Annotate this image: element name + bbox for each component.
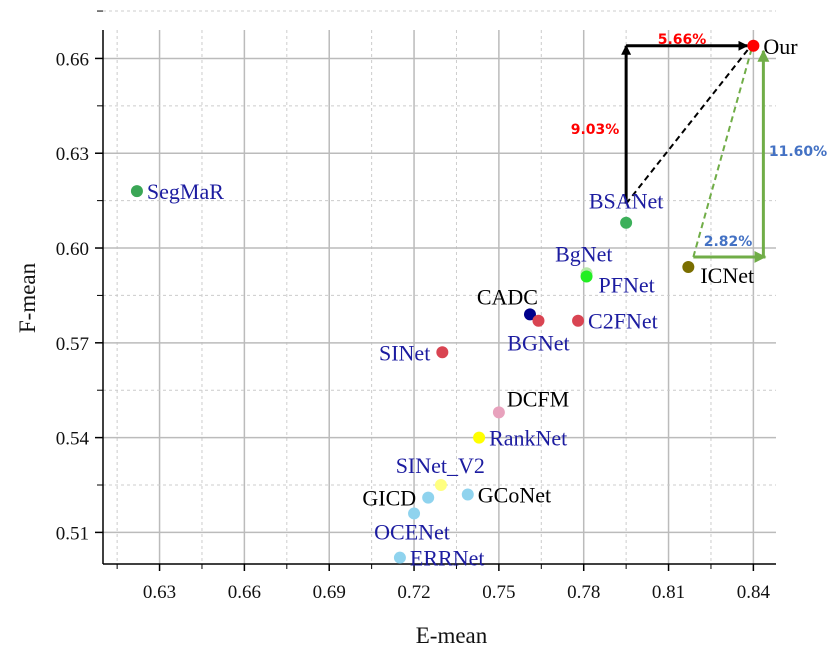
data-point-dcfm [492, 406, 505, 419]
data-point-c2fnet [572, 314, 585, 327]
data-point-ranknet [473, 431, 486, 444]
x-axis-label: E-mean [416, 623, 488, 648]
data-point-our [747, 39, 760, 52]
x-tick-label: 0.69 [313, 582, 346, 603]
data-point-icnet [682, 260, 695, 273]
point-label: GICD [362, 486, 416, 511]
data-point-gconet [461, 488, 474, 501]
point-label: SINet_V2 [396, 453, 485, 478]
gain-annotation: 5.66% [658, 32, 707, 48]
y-tick-label: 0.51 [56, 523, 89, 544]
dashed-line-bsanet-to-our [625, 47, 751, 205]
data-point-bgnet [532, 314, 545, 327]
point-label: Our [763, 34, 798, 59]
point-label: GCoNet [478, 482, 551, 507]
point-label: CADC [477, 284, 538, 309]
data-point-errnet [393, 551, 406, 564]
data-point-bsanet [620, 216, 633, 229]
x-tick-label: 0.84 [737, 582, 771, 603]
y-tick-label: 0.54 [56, 429, 90, 450]
data-point-cadc [523, 308, 536, 321]
gain-annotation: 9.03% [571, 122, 620, 138]
x-tick-label: 0.72 [397, 582, 430, 603]
dashed-line-icnet-to-our [692, 49, 753, 258]
x-tick-label: 0.63 [143, 582, 176, 603]
point-label: DCFM [507, 386, 569, 411]
data-point-ocenet [408, 507, 421, 520]
point-label: OCENet [374, 519, 450, 544]
point-label: RankNet [489, 426, 567, 451]
data-point-pfnet [580, 270, 593, 283]
y-tick-label: 0.60 [56, 239, 89, 260]
y-axis-label: F-mean [15, 262, 40, 333]
point-label: ICNet [700, 263, 754, 288]
point-label: BGNet [507, 331, 569, 356]
data-point-segmar [130, 185, 143, 198]
point-label: SINet [379, 340, 430, 365]
point-label: SegMaR [147, 179, 224, 204]
x-tick-label: 0.78 [567, 582, 600, 603]
y-tick-label: 0.57 [56, 334, 89, 355]
point-label: BgNet [555, 241, 612, 266]
y-tick-label: 0.66 [56, 49, 89, 70]
y-tick-label: 0.63 [56, 144, 89, 165]
data-point-sinet [436, 346, 449, 359]
data-point-gicd [422, 491, 435, 504]
x-tick-label: 0.66 [228, 582, 261, 603]
x-tick-label: 0.75 [482, 582, 515, 603]
data-point-sinet_v2 [434, 479, 447, 492]
point-label: PFNet [599, 272, 655, 297]
gain-annotation: 11.60% [769, 144, 827, 160]
point-label: C2FNet [588, 309, 658, 334]
point-label: ERRNet [410, 546, 485, 571]
x-tick-label: 0.81 [652, 582, 685, 603]
gain-annotation: 2.82% [704, 234, 753, 250]
point-label: BSANet [589, 189, 664, 214]
